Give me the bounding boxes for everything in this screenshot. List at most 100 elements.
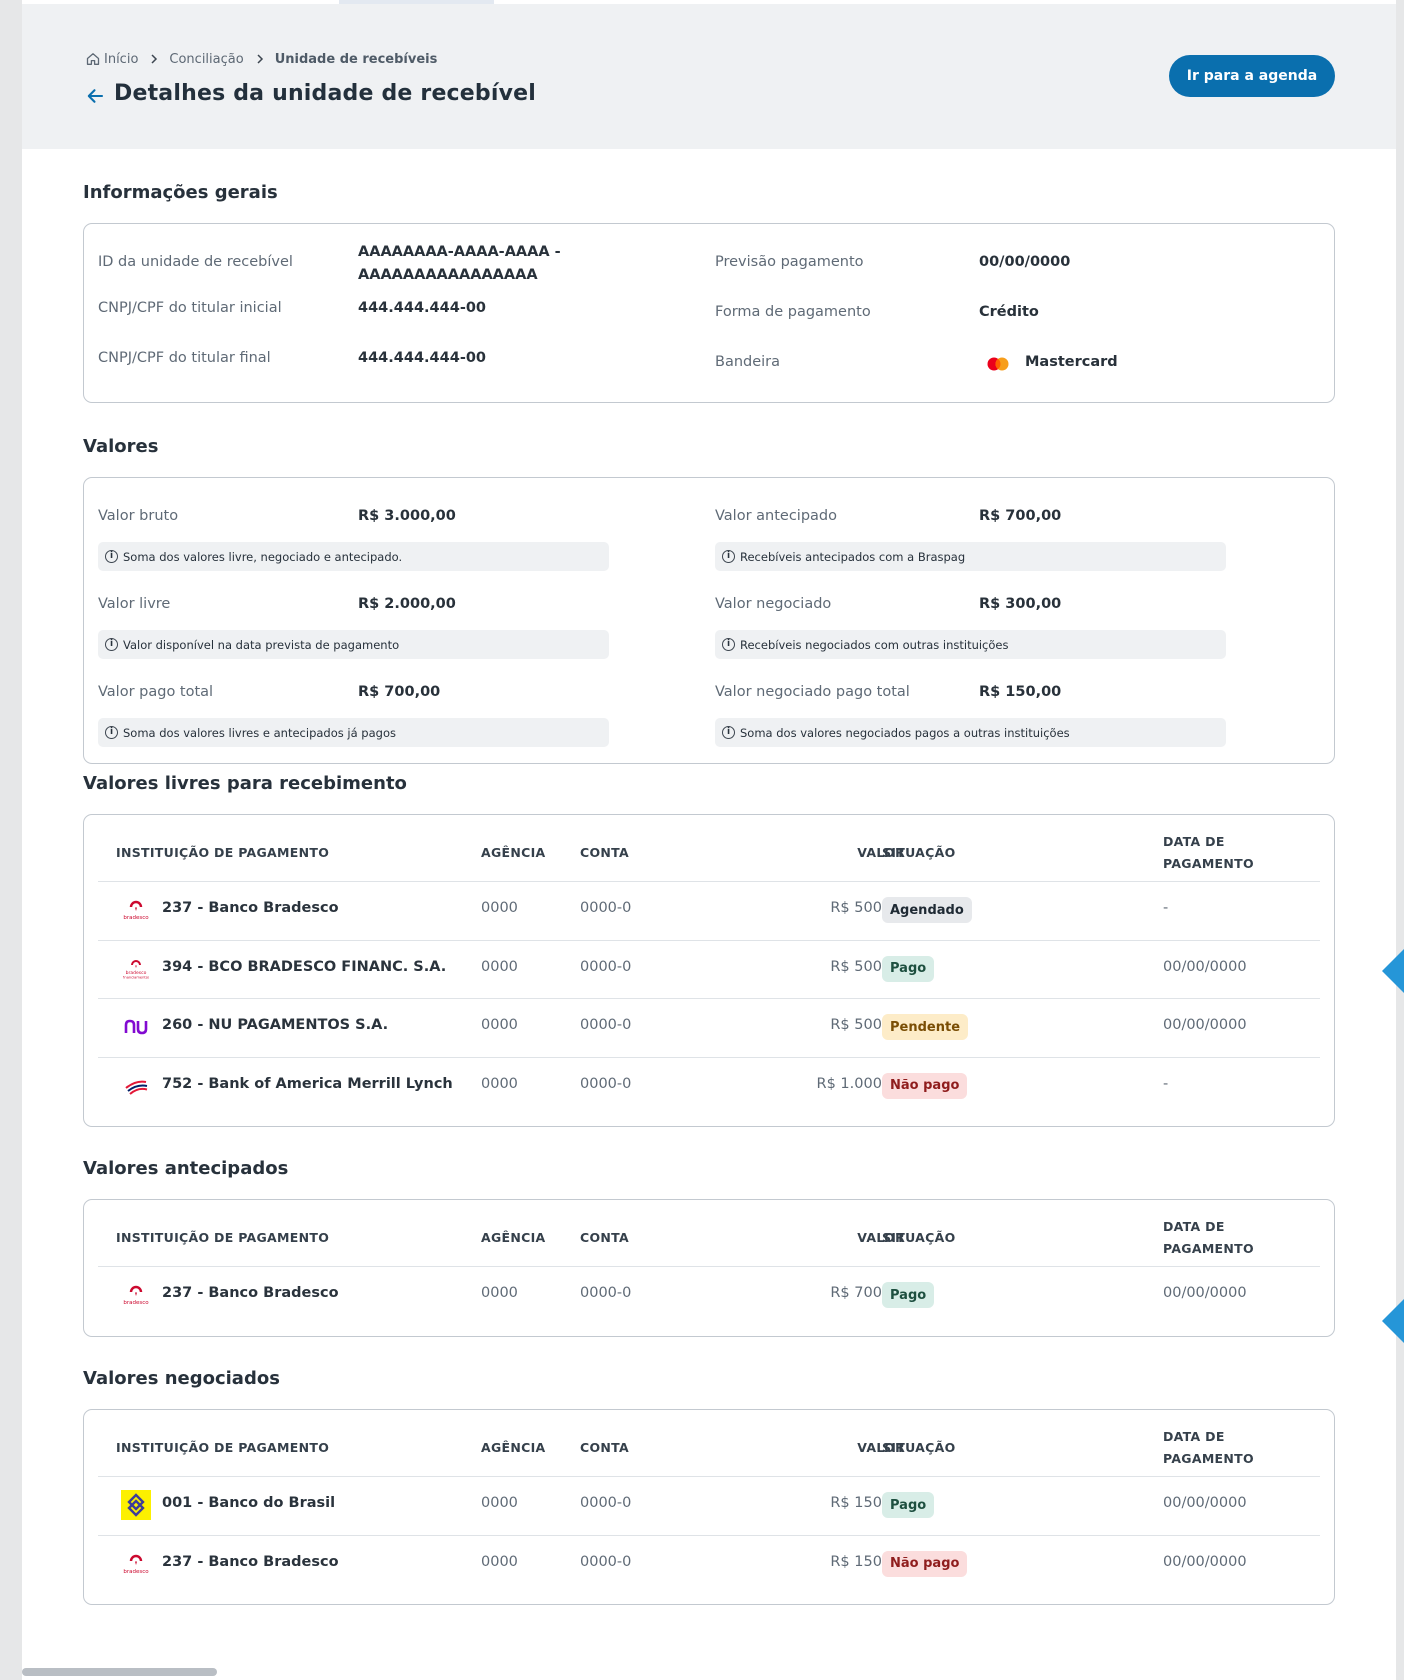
advanced-values-table: INSTITUIÇÃO DE PAGAMENTO AGÊNCIA CONTA VALO… [83, 1199, 1335, 1337]
bank-of-america-logo [121, 1074, 151, 1098]
account-cell: 0000-0 [580, 1017, 632, 1034]
edge-marker-icon[interactable] [1382, 1299, 1404, 1343]
row-divider [98, 1476, 1320, 1477]
banco-do-brasil-logo [121, 1490, 151, 1521]
column-header-status: SITUAÇÃO [882, 1230, 956, 1245]
total-paid-label: Valor pago total [98, 684, 214, 700]
negotiated-values-table: INSTITUIÇÃO DE PAGAMENTO AGÊNCIA CONTA VALO… [83, 1409, 1335, 1605]
total-paid-hint: i Soma dos valores livres e antecipados j… [98, 718, 609, 747]
breadcrumb-current: Unidade de recebíveis [274, 51, 438, 67]
payment-method-value: Crédito [979, 304, 1039, 320]
bradesco-logo: bradesco [121, 1552, 151, 1576]
bradesco-logo: bradesco [121, 898, 151, 922]
section-title-valores: Valores [83, 436, 159, 457]
account-cell: 0000-0 [580, 1495, 632, 1512]
negotiated-paid-value: R$ 150,00 [979, 684, 1062, 700]
edge-marker-icon[interactable] [1382, 949, 1404, 993]
free-value-hint: i Valor disponível na data prevista de pa… [98, 630, 609, 659]
horizontal-scrollbar[interactable] [22, 1668, 217, 1676]
breadcrumb: Início Conciliação Unidade de recebíveis [86, 50, 437, 68]
column-header-account: CONTA [580, 845, 629, 860]
breadcrumb-home-label: Início [104, 51, 139, 67]
gross-value-hint-text: Soma dos valores livre, negociado e ante… [123, 549, 403, 564]
bank-name: 752 - Bank of America Merrill Lynch [162, 1075, 453, 1092]
column-header-account: CONTA [580, 1230, 629, 1245]
advanced-value-hint: i Recebíveis antecipados com a Braspag [715, 542, 1226, 571]
info-icon: i [105, 550, 118, 563]
section-title-informacoes-gerais: Informações gerais [83, 182, 278, 203]
receivable-id-value: AAAAAAAA-AAAA-AAAA -AAAAAAAAAAAAAAAA [358, 244, 561, 283]
general-info-card: ID da unidade de recebível AAAAAAAA-AAAA… [83, 223, 1335, 403]
status-badge: Pendente [882, 1014, 969, 1041]
bank-name: 237 - Banco Bradesco [162, 1553, 339, 1570]
info-icon: i [105, 638, 118, 651]
payment-date-cell: 00/00/0000 [1163, 1285, 1247, 1302]
svg-text:bradesco: bradesco [123, 915, 149, 921]
agency-cell: 0000 [481, 1017, 518, 1034]
agency-cell: 0000 [481, 958, 518, 975]
breadcrumb-conciliacao[interactable]: Conciliação [169, 51, 244, 67]
row-divider [98, 881, 1320, 882]
payment-method-label: Forma de pagamento [715, 304, 871, 320]
status-badge: Pago [882, 1282, 935, 1309]
column-header-date-line1: DATA DE [1163, 1429, 1225, 1444]
page: Início Conciliação Unidade de recebíveis… [22, 0, 1396, 1680]
agency-cell: 0000 [481, 1553, 518, 1570]
account-cell: 0000-0 [580, 1075, 632, 1092]
free-value: R$ 2.000,00 [358, 596, 456, 612]
payment-date-cell: 00/00/0000 [1163, 1495, 1247, 1512]
account-cell: 0000-0 [580, 1285, 632, 1302]
initial-holder-value: 444.444.444-00 [358, 300, 487, 316]
payment-date-cell: - [1163, 1075, 1169, 1092]
status-badge: Não pago [882, 1072, 968, 1099]
account-cell: 0000-0 [580, 958, 632, 975]
status-badge: Pago [882, 1492, 935, 1519]
status-badge: Não pago [882, 1550, 968, 1577]
column-header-institution: INSTITUIÇÃO DE PAGAMENTO [116, 1230, 330, 1245]
column-header-date-line2: PAGAMENTO [1163, 1241, 1254, 1256]
account-cell: 0000-0 [580, 1553, 632, 1570]
negotiated-paid-label: Valor negociado pago total [715, 684, 910, 700]
row-divider [98, 939, 1320, 941]
column-header-status: SITUAÇÃO [882, 1440, 956, 1455]
column-header-agency: AGÊNCIA [481, 1230, 546, 1245]
column-header-institution: INSTITUIÇÃO DE PAGAMENTO [116, 845, 330, 860]
payment-forecast-label: Previsão pagamento [715, 254, 864, 270]
bank-name: 237 - Banco Bradesco [162, 900, 339, 917]
bradesco-logo: bradesco [121, 1283, 151, 1307]
bank-name: 001 - Banco do Brasil [162, 1495, 336, 1512]
back-arrow-icon[interactable] [85, 86, 105, 106]
column-header-date-line2: PAGAMENTO [1163, 856, 1254, 871]
payment-date-cell: 00/00/0000 [1163, 1017, 1247, 1034]
chevron-right-icon [150, 54, 158, 64]
info-icon: i [722, 726, 735, 739]
card-brand-label: Bandeira [715, 354, 781, 370]
row-divider [98, 998, 1320, 999]
advanced-value-hint-text: Recebíveis antecipados com a Braspag [740, 549, 966, 564]
agency-cell: 0000 [481, 1285, 518, 1302]
section-title-advanced-values: Valores antecipados [83, 1158, 289, 1179]
left-gutter [0, 0, 22, 1680]
negotiated-value: R$ 300,00 [979, 596, 1062, 612]
svg-text:bradesco: bradesco [123, 1300, 149, 1306]
negotiated-paid-hint: i Soma dos valores negociados pagos a out… [715, 718, 1226, 747]
breadcrumb-home[interactable]: Início [86, 52, 138, 67]
values-card: Valor bruto R$ 3.000,00 i Soma dos valore… [83, 477, 1335, 764]
column-header-value: VALOR [857, 845, 905, 860]
bank-name: 260 - NU PAGAMENTOS S.A. [162, 1017, 389, 1034]
home-icon [86, 53, 100, 65]
column-header-value: VALOR [857, 1440, 905, 1455]
negotiated-value-hint: i Recebíveis negociados com outras instit… [715, 630, 1226, 659]
page-title: Detalhes da unidade de recebível [114, 81, 537, 106]
payment-date-cell: 00/00/0000 [1163, 958, 1247, 975]
section-title-free-values: Valores livres para recebimento [83, 773, 407, 794]
mastercard-icon [987, 357, 1009, 371]
payment-date-cell: 00/00/0000 [1163, 1553, 1247, 1570]
gross-value-label: Valor bruto [98, 508, 179, 524]
final-holder-value: 444.444.444-00 [358, 350, 487, 366]
column-header-agency: AGÊNCIA [481, 845, 546, 860]
row-divider [98, 1266, 1320, 1267]
go-to-agenda-button[interactable]: Ir para a agenda [1169, 55, 1335, 97]
advanced-value-label: Valor antecipado [715, 508, 837, 524]
gross-value-hint: i Soma dos valores livre, negociado e ant… [98, 542, 609, 571]
